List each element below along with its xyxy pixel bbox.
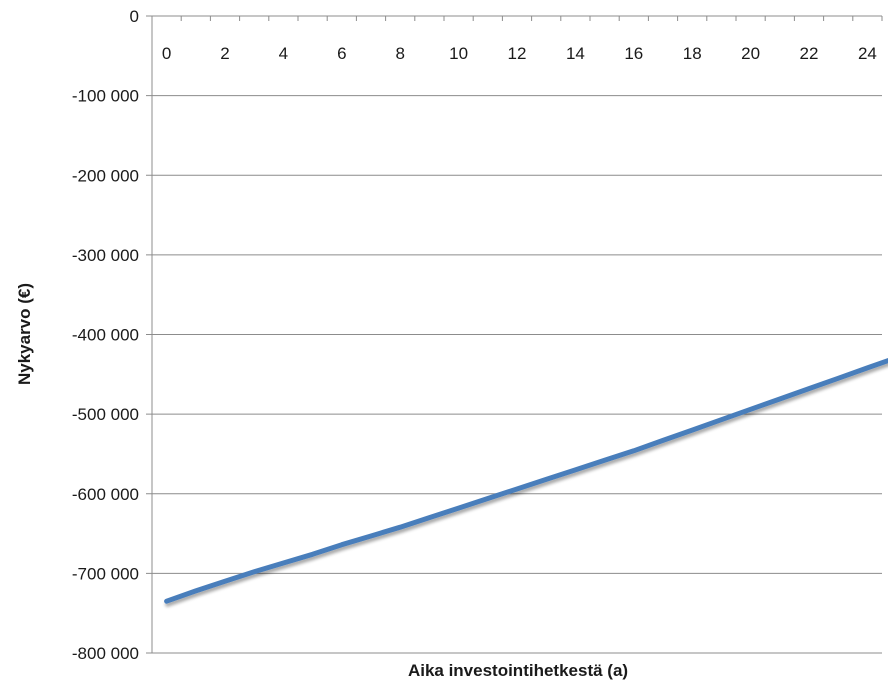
- y-tick-label: -800 000: [72, 644, 139, 663]
- x-tick-label: 22: [800, 44, 819, 63]
- y-tick-label: -500 000: [72, 405, 139, 424]
- y-tick-label: -400 000: [72, 326, 139, 345]
- x-tick-label: 8: [395, 44, 404, 63]
- x-tick-label: 14: [566, 44, 585, 63]
- x-axis-title: Aika investointihetkestä (a): [408, 661, 628, 680]
- y-tick-label: -100 000: [72, 87, 139, 106]
- x-tick-label: 16: [624, 44, 643, 63]
- x-tick-label: 24: [858, 44, 877, 63]
- tick-labels: 0 -100 000 -200 000 -300 000 -400 000 -500 00…: [72, 7, 877, 663]
- x-tick-label: 18: [683, 44, 702, 63]
- x-tick-label: 0: [162, 44, 171, 63]
- x-tick-label: 6: [337, 44, 346, 63]
- y-tick-label: 0: [130, 7, 139, 26]
- x-tick-label: 4: [279, 44, 288, 63]
- x-tick-label: 2: [220, 44, 229, 63]
- x-tick-label: 10: [449, 44, 468, 63]
- y-tick-label: -600 000: [72, 485, 139, 504]
- y-tick-label: -300 000: [72, 246, 139, 265]
- series-line: [164, 357, 888, 604]
- y-tick-label: -200 000: [72, 166, 139, 185]
- series-layer: [164, 357, 888, 604]
- x-tick-label: 20: [741, 44, 760, 63]
- gridlines: [152, 95, 882, 654]
- y-tick-label: -700 000: [72, 564, 139, 583]
- x-tick-label: 12: [508, 44, 527, 63]
- y-axis-title: Nykyarvo (€): [15, 283, 34, 385]
- axes: [146, 15, 883, 654]
